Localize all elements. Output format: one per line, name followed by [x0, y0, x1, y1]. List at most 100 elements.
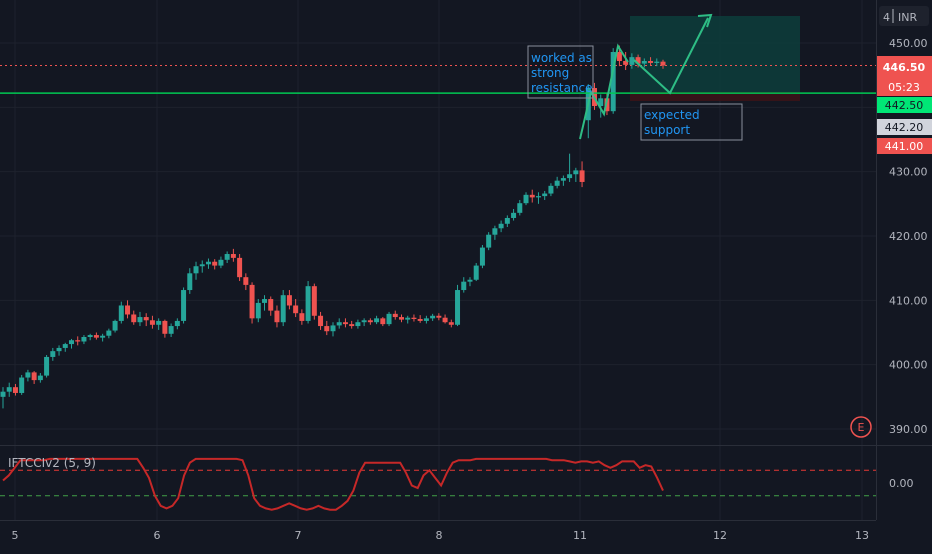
- level-price-label: 442.20: [885, 121, 924, 134]
- candle-body: [573, 170, 579, 175]
- candle-body: [473, 265, 479, 280]
- time-tick-label: 8: [436, 529, 443, 542]
- candle-body: [224, 254, 230, 260]
- candle-body: [199, 264, 205, 267]
- candle-body: [268, 299, 274, 311]
- candle-body: [436, 315, 442, 318]
- candle-body: [342, 322, 348, 325]
- candle-body: [567, 174, 573, 179]
- candle-body: [230, 254, 236, 258]
- resistance-note-line-3: resistance: [531, 81, 593, 95]
- price-tick-label: 430.00: [889, 166, 928, 179]
- price-axis[interactable]: 390.00 400.00 410.00 420.00 430.00 450.00: [889, 37, 928, 436]
- candle-body: [262, 299, 268, 303]
- candle-body: [392, 313, 398, 318]
- candle-body: [430, 315, 436, 319]
- stop-price-box: [877, 138, 932, 154]
- price-tag-stop: 441.00: [877, 138, 932, 154]
- candle-body: [629, 57, 635, 65]
- candle-body: [367, 320, 373, 323]
- candle-body: [461, 281, 467, 291]
- candle-body: [504, 217, 510, 224]
- candle-body: [286, 295, 292, 306]
- candle-body: [498, 223, 504, 229]
- candle-body: [6, 387, 12, 392]
- candle-body: [187, 273, 193, 291]
- candle-body: [218, 259, 224, 266]
- candle-body: [486, 234, 492, 248]
- price-tag-level: 442.20: [877, 119, 932, 135]
- earnings-badge-circle: [850, 416, 872, 438]
- candle-body: [25, 372, 31, 378]
- level-price-box: [877, 119, 932, 135]
- candle-body: [423, 318, 429, 321]
- candle-body: [610, 52, 616, 112]
- time-tick-label: 12: [713, 529, 727, 542]
- resistance-note-line-1: worked as: [531, 51, 592, 65]
- price-tick-label: 410.00: [889, 294, 928, 307]
- position-zones: [630, 16, 800, 101]
- candle-body: [579, 170, 585, 182]
- candle-body: [598, 98, 604, 107]
- candle-body: [554, 180, 560, 186]
- candle-body: [523, 194, 529, 204]
- candle-body: [293, 305, 299, 314]
- projection-arrow-head: [697, 13, 713, 28]
- candle-body: [355, 322, 361, 327]
- price-tick-label: 450.00: [889, 37, 928, 50]
- candle-body: [386, 313, 392, 325]
- price-tick-label: 390.00: [889, 423, 928, 436]
- support-note[interactable]: expected support: [640, 103, 743, 141]
- candle-body: [311, 286, 317, 316]
- price-tick-label: 420.00: [889, 230, 928, 243]
- candle-body: [100, 335, 106, 338]
- candle-body: [623, 61, 629, 65]
- candle-body: [44, 356, 50, 376]
- candle-body: [280, 295, 286, 323]
- currency-value-partial: 4: [883, 11, 890, 24]
- candle-body: [12, 387, 18, 393]
- time-tick-label: 7: [295, 529, 302, 542]
- candle-body: [529, 194, 535, 198]
- candle-body: [324, 326, 330, 332]
- candle-body: [517, 203, 523, 213]
- candle-body: [149, 320, 155, 325]
- projection-arrow-path[interactable]: [633, 17, 709, 95]
- candle-body: [174, 320, 180, 327]
- currency-tag-box: [879, 6, 929, 26]
- candle-body: [118, 305, 124, 321]
- currency-tag[interactable]: 4 INR: [879, 6, 929, 26]
- candle-body: [112, 320, 118, 331]
- earnings-badge-letter: E: [858, 421, 865, 434]
- candle-body: [131, 314, 137, 323]
- current-price-label: 446.50: [883, 61, 926, 74]
- indicator-label[interactable]: IFTCCIv2 (5, 9): [8, 456, 96, 470]
- candle-body: [237, 257, 243, 278]
- price-tag-support: 442.50: [877, 97, 932, 113]
- candle-body: [193, 266, 199, 274]
- countdown-label: 05:23: [888, 81, 920, 94]
- resistance-note[interactable]: worked as strong resistance: [527, 45, 594, 99]
- current-price-box: [877, 56, 932, 96]
- earnings-badge[interactable]: E: [850, 416, 872, 438]
- resistance-arrow-path[interactable]: [579, 43, 629, 140]
- candle-body: [374, 318, 380, 323]
- candle-body: [405, 317, 411, 320]
- candle-body: [62, 344, 68, 348]
- candle-body: [243, 277, 249, 285]
- candle-body: [255, 302, 261, 319]
- time-tick-label: 13: [855, 529, 869, 542]
- candle-body: [492, 228, 498, 235]
- candle-body: [641, 61, 647, 64]
- candle-body: [511, 212, 517, 218]
- candle-body: [398, 317, 404, 320]
- candle-body: [50, 351, 56, 357]
- time-axis[interactable]: 5 6 7 8 11 12 13: [12, 529, 870, 542]
- candles: [0, 45, 666, 409]
- target-zone: [630, 16, 800, 92]
- candle-body: [380, 318, 386, 325]
- support-price-box: [877, 97, 932, 113]
- candle-body: [560, 178, 566, 181]
- candle-body: [616, 52, 622, 62]
